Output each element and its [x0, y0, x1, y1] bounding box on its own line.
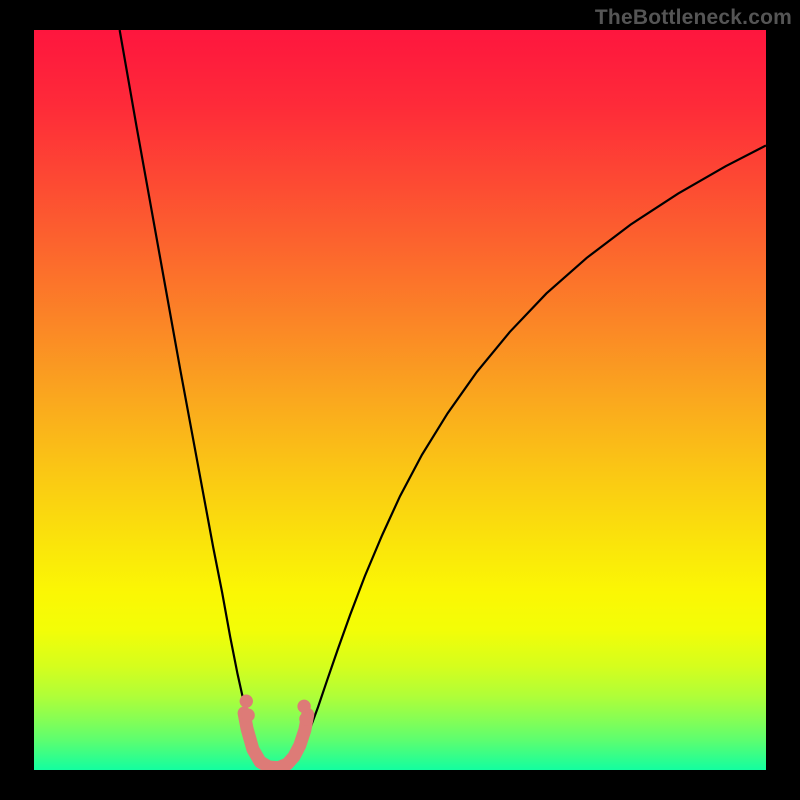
bottleneck-curve-plot — [34, 30, 766, 770]
gradient-background — [34, 30, 766, 770]
watermark-text: TheBottleneck.com — [595, 6, 792, 30]
chart-frame: TheBottleneck.com — [0, 0, 800, 800]
